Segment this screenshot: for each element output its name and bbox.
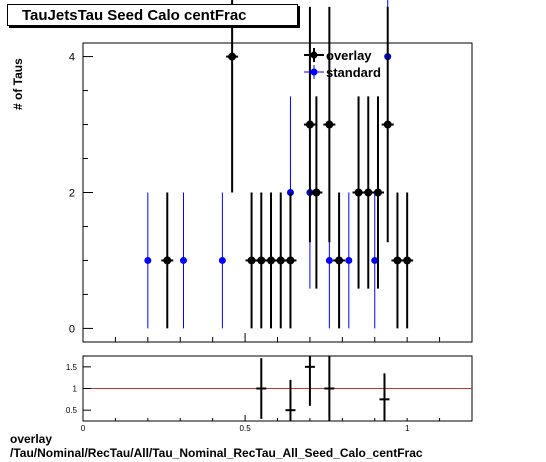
overlay-point <box>364 188 373 197</box>
overlay-point <box>163 256 172 265</box>
overlay-point <box>276 256 285 265</box>
standard-point <box>325 256 333 264</box>
y-tick-label: 2 <box>69 188 75 200</box>
overlay-point <box>335 256 344 265</box>
legend-standard: standard <box>326 65 381 80</box>
overlay-point <box>354 188 363 197</box>
overlay-point <box>325 120 334 129</box>
overlay-point <box>305 120 314 129</box>
standard-point <box>371 256 379 264</box>
overlay-point <box>383 120 392 129</box>
legend-marker <box>310 68 318 76</box>
footer-path: /Tau/Nominal/RecTau/All/Tau_Nominal_RecT… <box>10 446 423 460</box>
standard-point <box>179 256 187 264</box>
overlay-point <box>403 256 412 265</box>
legend-marker <box>310 51 318 59</box>
ratio-y-tick-label: 0.5 <box>66 406 78 415</box>
overlay-point <box>393 256 402 265</box>
overlay-point <box>257 256 266 265</box>
y-tick-label: 4 <box>69 52 75 64</box>
y-tick-label: 0 <box>69 323 75 335</box>
x-tick-label: 0 <box>81 424 86 433</box>
overlay-point <box>312 188 321 197</box>
chart-title: TauJetsTau Seed Calo centFrac <box>7 4 298 26</box>
overlay-point <box>228 52 237 61</box>
x-tick-label: 0.5 <box>240 424 252 433</box>
ratio-y-tick-label: 1 <box>73 385 78 394</box>
standard-point <box>345 256 353 264</box>
y-axis-label: # of Taus <box>11 58 25 110</box>
overlay-point <box>373 188 382 197</box>
legend-overlay: overlay <box>326 48 372 63</box>
overlay-point <box>286 256 295 265</box>
standard-point <box>218 256 226 264</box>
footer-label: overlay <box>10 432 53 446</box>
ratio-y-tick-label: 1.5 <box>66 363 78 372</box>
overlay-point <box>247 256 256 265</box>
standard-point <box>144 256 152 264</box>
main-plot-frame <box>82 42 473 343</box>
overlay-point <box>267 256 276 265</box>
x-tick-label: 1 <box>405 424 410 433</box>
